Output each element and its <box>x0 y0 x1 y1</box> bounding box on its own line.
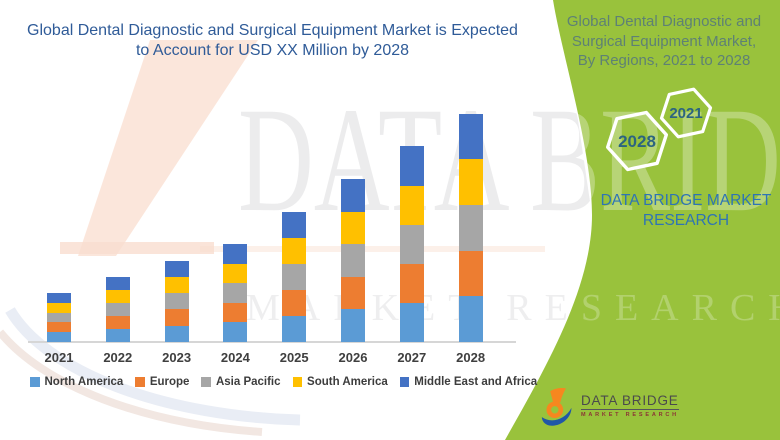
bar-segment-2027-north-america <box>399 302 424 342</box>
hexagon-2028-label: 2028 <box>618 132 656 151</box>
side-caption-line2: RESEARCH <box>642 211 730 229</box>
side-title-line2: Surgical Equipment Market, <box>571 32 757 50</box>
bar-segment-2021-middle-east-and-africa <box>47 293 71 303</box>
bar-segment-2027-middle-east-and-africa <box>399 146 424 186</box>
bar-segment-2024-europe <box>223 302 248 323</box>
bar-segment-2023-europe <box>164 309 189 326</box>
bar-segment-2022-asia-pacific <box>105 302 130 316</box>
logo-text-block: DATA BRIDGE MARKET RESEARCH <box>581 387 679 427</box>
bar-segment-2026-middle-east-and-africa <box>341 179 365 212</box>
side-panel-brand-caption: DATA BRIDGE MARKET RESEARCH <box>586 191 780 230</box>
page-title-line2: to Account for USD XX Million by 2028 <box>135 41 410 59</box>
bar-segment-2022-europe <box>105 315 130 329</box>
bar-segment-2026-asia-pacific <box>341 244 365 277</box>
bar-segment-2024-asia-pacific <box>223 283 248 303</box>
x-axis-label-2022: 2022 <box>103 350 133 365</box>
logo-b-bowl <box>546 401 564 419</box>
bar-segment-2028-asia-pacific <box>458 205 483 251</box>
x-axis-label-2027: 2027 <box>397 350 427 365</box>
legend-swatch <box>399 377 410 387</box>
watermark-peach-arc <box>0 329 263 436</box>
bar-segment-2025-europe <box>282 289 307 316</box>
side-title-line1: Global Dental Diagnostic and <box>566 13 762 30</box>
bar-segment-2024-middle-east-and-africa <box>223 244 248 264</box>
bar-segment-2028-europe <box>458 250 483 297</box>
legend-item-middle-east-and-africa: Middle East and Africa <box>399 376 538 388</box>
legend-item-asia-pacific: Asia Pacific <box>201 376 281 388</box>
bar-segment-2028-north-america <box>458 296 483 342</box>
bar-segment-2028-middle-east-and-africa <box>458 113 483 160</box>
x-axis-label-2023: 2023 <box>162 350 192 365</box>
legend-swatch <box>135 377 145 387</box>
x-axis-label-2026: 2026 <box>338 350 368 365</box>
side-title-line3: By Regions, 2021 to 2028 <box>577 52 751 69</box>
bar-segment-2022-south-america <box>105 289 130 303</box>
legend-item-south-america: South America <box>292 376 388 388</box>
page-title: Global Dental Diagnostic and Surgical Eq… <box>20 21 525 60</box>
legend-swatch <box>292 377 303 387</box>
bar-segment-2023-asia-pacific <box>164 293 189 310</box>
bar-segment-2023-north-america <box>164 325 189 342</box>
bar-segment-2026-north-america <box>341 309 365 342</box>
chart-legend: North America Europe Asia Pacific South Ame… <box>30 374 537 390</box>
x-axis-label-2025: 2025 <box>279 350 309 365</box>
hexagon-2021-label: 2021 <box>669 105 703 122</box>
bar-segment-2025-north-america <box>282 315 307 342</box>
bar-segment-2023-middle-east-and-africa <box>164 260 189 277</box>
bar-segment-2025-middle-east-and-africa <box>282 211 307 238</box>
bar-segment-2027-europe <box>399 263 424 303</box>
legend-item-north-america: North America <box>30 376 123 388</box>
legend-swatch <box>201 377 211 387</box>
bar-segment-2024-north-america <box>223 322 248 342</box>
watermark-swoosh-band <box>60 242 214 254</box>
page-title-line1: Global Dental Diagnostic and Surgical Eq… <box>27 22 518 39</box>
legend-item-europe: Europe <box>135 376 189 388</box>
watermark-blue-arc <box>5 307 301 426</box>
legend-label: South America <box>307 376 388 388</box>
bar-segment-2021-europe <box>47 322 71 333</box>
data-bridge-logo-icon <box>541 387 572 426</box>
bar-segment-2027-south-america <box>399 185 424 225</box>
logo-blue-swoosh <box>541 407 572 426</box>
logo-b-flag <box>550 387 566 406</box>
bar-segment-2021-asia-pacific <box>47 312 71 323</box>
bar-segment-2021-south-america <box>47 302 71 313</box>
legend-swatch <box>30 377 40 387</box>
bar-segment-2026-south-america <box>341 211 365 245</box>
side-caption-line1: DATA BRIDGE MARKET <box>600 192 772 209</box>
data-bridge-logo: DATA BRIDGE MARKET RESEARCH <box>540 387 679 427</box>
x-axis-label-2028: 2028 <box>456 350 486 365</box>
legend-label: Middle East and Africa <box>414 376 538 388</box>
bar-segment-2021-north-america <box>47 332 71 342</box>
hexagon-2021-outline <box>659 87 713 139</box>
bar-segment-2026-europe <box>341 276 365 310</box>
bar-segment-2027-asia-pacific <box>399 224 424 264</box>
hexagon-2028-outline <box>606 110 668 172</box>
bar-segment-2024-south-america <box>223 263 248 284</box>
x-axis-label-2024: 2024 <box>220 350 250 365</box>
bar-segment-2023-south-america <box>164 276 189 294</box>
bar-segment-2025-south-america <box>282 237 307 264</box>
watermark-swoosh-line <box>200 246 545 252</box>
x-axis-label-2021: 2021 <box>44 350 74 365</box>
logo-brand-text: DATA BRIDGE <box>581 393 679 410</box>
x-axis-line <box>28 341 516 343</box>
legend-label: Asia Pacific <box>215 376 281 388</box>
bar-segment-2022-north-america <box>105 328 130 342</box>
legend-label: North America <box>44 376 124 388</box>
bar-segment-2022-middle-east-and-africa <box>105 276 130 290</box>
watermark-b-stem <box>78 40 258 256</box>
bar-segment-2028-south-america <box>458 159 483 206</box>
logo-subtitle-text: MARKET RESEARCH <box>581 412 679 418</box>
bar-segment-2025-asia-pacific <box>282 263 307 290</box>
legend-label: Europe <box>149 376 190 388</box>
side-panel-title: Global Dental Diagnostic and Surgical Eq… <box>552 12 776 71</box>
